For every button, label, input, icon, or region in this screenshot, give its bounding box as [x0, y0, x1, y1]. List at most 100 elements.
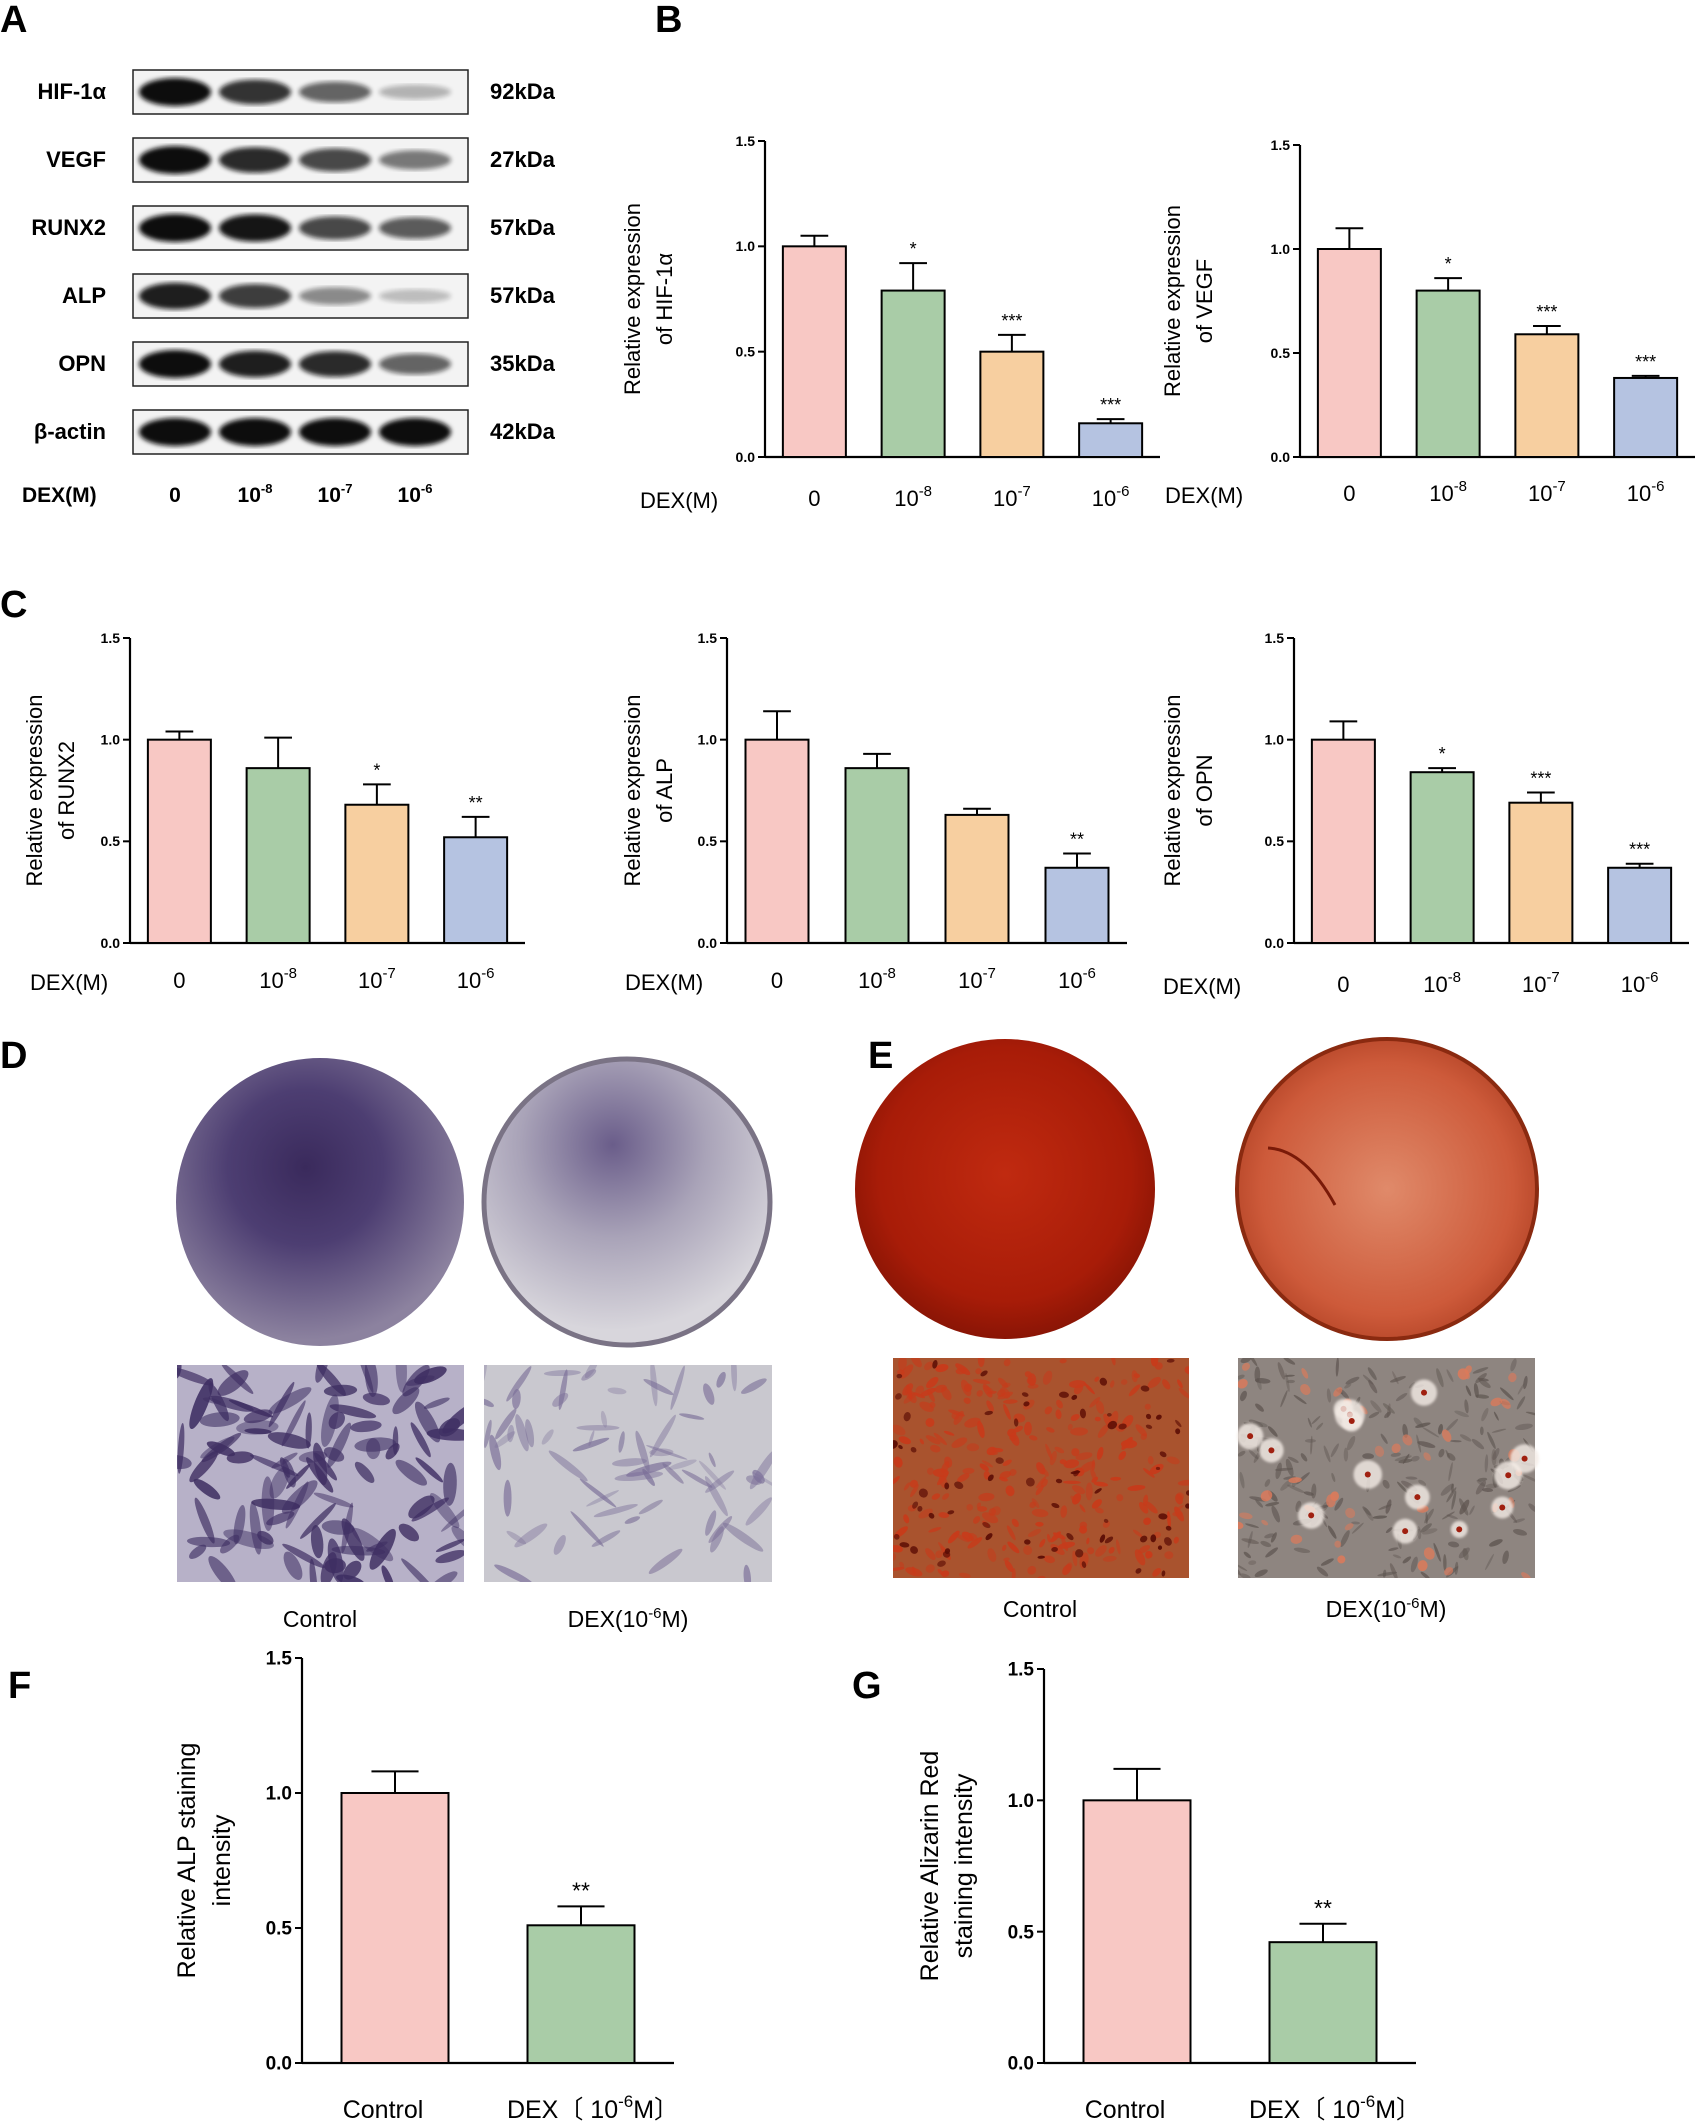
- y-axis-label: intensity: [208, 1814, 236, 1906]
- blot-size-label: 92kDa: [490, 79, 556, 104]
- blot-band: [219, 147, 291, 173]
- blot-protein-label: RUNX2: [31, 215, 106, 240]
- significance-mark: ***: [1530, 769, 1551, 789]
- blot-lane-label: 10-7: [318, 481, 353, 507]
- x-tick-label: 10-8: [894, 483, 932, 511]
- significance-mark: *: [373, 760, 380, 780]
- y-axis-label: of ALP: [652, 758, 677, 823]
- panel-letter-b: B: [655, 0, 682, 41]
- blot-band: [139, 350, 211, 378]
- chart-vegf: 0.0 0.5 1.0 1.5 Relative expression of VEGF 0 *…: [1160, 137, 1695, 508]
- blot-band: [299, 418, 371, 446]
- blot-row: OPN 35kDa: [58, 341, 556, 387]
- y-tick-label: 1.5: [736, 133, 756, 149]
- dex-axis-label: DEX(M): [30, 970, 108, 995]
- bar: [245, 767, 311, 945]
- y-axis-label: Relative Alizarin Red: [916, 1751, 944, 1982]
- blot-row: RUNX2 57kDa: [31, 205, 556, 251]
- bar: [344, 803, 410, 944]
- blot-size-label: 42kDa: [490, 419, 556, 444]
- bar: [1415, 289, 1481, 458]
- panel-letter-g: G: [852, 1665, 882, 1707]
- stain-e-control-label: Control: [1003, 1596, 1077, 1622]
- x-tick-label: Control: [343, 2096, 424, 2124]
- significance-mark: ***: [1629, 840, 1650, 860]
- y-tick-label: 0.5: [101, 833, 121, 849]
- blot-band: [379, 418, 451, 446]
- y-tick-label: 0.0: [1271, 449, 1291, 465]
- x-tick-label: 10-7: [1528, 478, 1566, 506]
- x-tick-label: 10-8: [1429, 478, 1467, 506]
- nodule-core: [1521, 1455, 1528, 1462]
- dex-axis-label: DEX(M): [625, 970, 703, 995]
- y-tick-label: 1.5: [698, 630, 718, 646]
- x-tick-label: 0: [808, 486, 820, 511]
- x-tick-label: 10-8: [259, 965, 297, 993]
- blot-lane-label: 0: [169, 484, 181, 507]
- bar: [1082, 1799, 1192, 2065]
- x-tick-label: 0: [1337, 972, 1349, 997]
- cell-texture: [1238, 1362, 1531, 1578]
- significance-mark: **: [1070, 830, 1084, 850]
- y-tick-label: 0.5: [1265, 833, 1285, 849]
- blot-row: HIF-1α 92kDa: [37, 69, 556, 115]
- significance-mark: ***: [1001, 311, 1022, 331]
- blot-band: [379, 289, 451, 303]
- y-tick-label: 0.0: [1008, 2054, 1034, 2075]
- cell-texture: [484, 1365, 772, 1582]
- bar: [1613, 376, 1679, 458]
- nodule-core: [1364, 1471, 1371, 1478]
- blot-band: [299, 216, 371, 240]
- y-tick-label: 1.5: [101, 630, 121, 646]
- nodule-core: [1402, 1528, 1409, 1535]
- y-axis-label: of HIF-1α: [652, 253, 677, 345]
- y-axis-label: Relative expression: [620, 203, 645, 395]
- blot-lane-label: 10-8: [238, 481, 273, 507]
- blot-protein-label: β-actin: [34, 419, 106, 444]
- x-tick-label: 10-6: [1627, 478, 1665, 506]
- dex-axis-label: DEX(M): [640, 488, 718, 513]
- significance-mark: *: [910, 239, 917, 259]
- blot-band: [379, 84, 451, 100]
- western-blot: HIF-1α 92kDa VEGF 27kDa RUNX2 57kDa ALP 57kDa OP…: [22, 69, 556, 507]
- x-tick-label: 10-7: [1522, 969, 1560, 997]
- stain-e-dex-label: DEX(10-6M): [1326, 1595, 1447, 1622]
- blot-size-label: 35kDa: [490, 351, 556, 376]
- blot-size-label: 57kDa: [490, 215, 556, 240]
- cell-texture: [893, 1358, 1189, 1578]
- bar: [1508, 801, 1574, 945]
- significance-mark: *: [1439, 744, 1446, 764]
- nodule-core: [1414, 1494, 1421, 1501]
- y-tick-label: 1.5: [1271, 137, 1291, 153]
- chart-ars_stain: 0.0 0.5 1.0 1.5 Relative Alizarin Red stainin…: [916, 1660, 1421, 2124]
- well-dex-ars-scratch: [1267, 1146, 1337, 1206]
- blot-row: β-actin 42kDa: [34, 409, 556, 455]
- x-tick-label: 10-6: [457, 965, 495, 993]
- bar: [944, 813, 1010, 945]
- blot-row: ALP 57kDa: [62, 273, 556, 319]
- blot-band: [219, 79, 291, 105]
- y-axis-label: Relative expression: [1160, 695, 1185, 887]
- x-tick-label: 10-7: [958, 965, 996, 993]
- significance-mark: **: [469, 793, 483, 813]
- y-axis-label: Relative expression: [1160, 205, 1185, 397]
- panel-letter-d: D: [0, 1035, 27, 1077]
- y-tick-label: 0.0: [736, 449, 756, 465]
- y-tick-label: 1.5: [1265, 630, 1285, 646]
- blot-size-label: 57kDa: [490, 283, 556, 308]
- x-tick-label: DEX〔 10-6M〕: [1249, 2092, 1421, 2124]
- y-tick-label: 0.0: [101, 935, 121, 951]
- bar: [979, 350, 1045, 458]
- cell-texture: [177, 1365, 464, 1582]
- y-tick-label: 1.0: [1008, 1791, 1034, 1812]
- y-tick-label: 1.0: [736, 238, 756, 254]
- nodule-core: [1505, 1472, 1512, 1479]
- y-tick-label: 1.0: [1265, 732, 1285, 748]
- bar: [1409, 771, 1475, 945]
- blot-band: [219, 214, 291, 242]
- bar: [526, 1924, 636, 2065]
- blot-band: [219, 284, 291, 308]
- bar: [146, 738, 212, 945]
- blot-protein-label: HIF-1α: [37, 79, 106, 104]
